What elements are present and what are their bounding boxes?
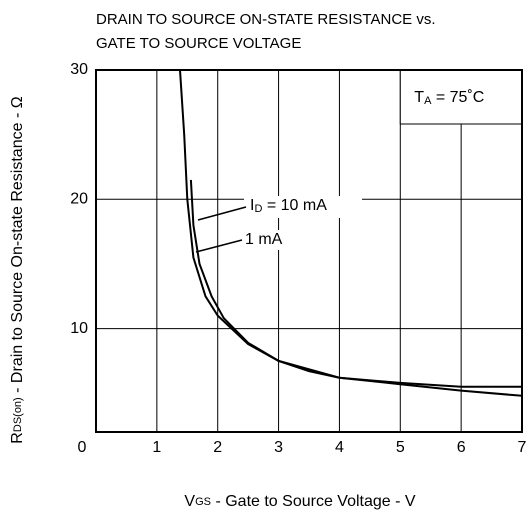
annotation-main: I — [250, 197, 254, 214]
y-axis-label: RDS(on) - Drain to Source On-state Resis… — [9, 96, 26, 443]
x-axis-label-sub: GS — [195, 496, 211, 508]
line-series — [179, 69, 523, 397]
callout-arrow — [197, 206, 247, 221]
y-tick-label: 10 — [70, 320, 88, 337]
x-tick-label: 3 — [274, 439, 283, 456]
x-axis-label: VGS - Gate to Source Voltage - V — [184, 493, 415, 510]
x-axis-label-rest: - Gate to Source Voltage - V — [211, 493, 416, 510]
annotation: 1 mA — [245, 231, 283, 248]
annotation-rest: = 75˚C — [431, 89, 484, 106]
y-tick-label: 20 — [70, 191, 88, 208]
x-tick-label: 5 — [396, 439, 405, 456]
x-axis-label-main: V — [184, 493, 195, 510]
chart-title: GATE TO SOURCE VOLTAGE — [96, 35, 301, 52]
annotation: ID = 10 mA — [250, 197, 327, 215]
x-tick-label: 1 — [152, 439, 161, 456]
annotation-sub: A — [424, 95, 432, 107]
annotation-rest: = 10 mA — [262, 197, 327, 214]
y-axis-label-main: R — [9, 432, 26, 444]
y-axis-label-rest: - Drain to Source On-state Resistance - … — [9, 96, 26, 397]
x-tick-label: 7 — [518, 439, 527, 456]
annotation-main: T — [414, 89, 424, 106]
x-tick-label: 2 — [213, 439, 222, 456]
label-bg — [238, 230, 300, 250]
callout-arrow — [195, 239, 243, 253]
x-tick-label: 6 — [457, 439, 466, 456]
plot-frame — [95, 69, 523, 433]
y-axis-label-sub: DS(on) — [12, 397, 24, 432]
chart-title: DRAIN TO SOURCE ON-STATE RESISTANCE vs. — [96, 11, 436, 28]
annotation: TA = 75˚C — [414, 89, 484, 107]
annotation-box — [399, 69, 523, 125]
x-tick-label: 4 — [335, 439, 344, 456]
label-bg — [244, 196, 362, 218]
x-tick-label: 0 — [78, 439, 87, 456]
annotation-sub: D — [254, 203, 262, 215]
y-tick-label: 30 — [70, 61, 88, 78]
